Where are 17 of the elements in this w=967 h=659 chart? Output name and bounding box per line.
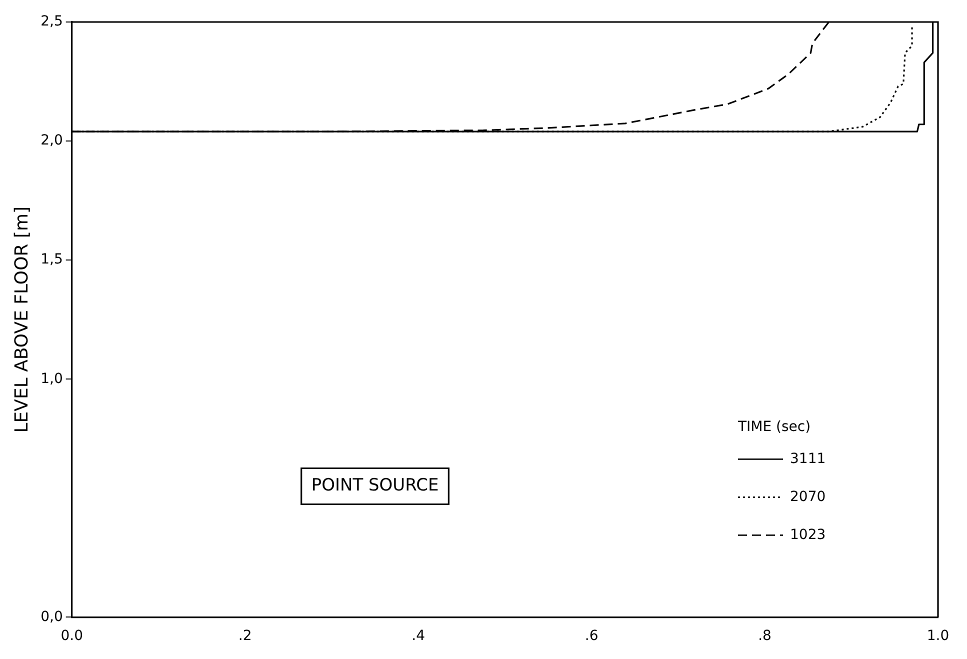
y-tick-label: 0,0	[40, 608, 63, 625]
x-tick-label: 0.0	[60, 628, 83, 644]
annotation: POINT SOURCE	[311, 476, 439, 496]
y-tick-label: 1,0	[40, 370, 63, 387]
legend-label: 1023	[790, 526, 826, 543]
y-tick-label: 2,5	[40, 14, 63, 30]
x-tick-label: .6	[584, 628, 598, 644]
legend-label: 3111	[790, 450, 826, 467]
legend-label: 2070	[790, 488, 826, 505]
y-axis-title: LEVEL ABOVE FLOOR [m]	[11, 206, 32, 433]
y-tick-label: 2,0	[40, 132, 63, 149]
x-tick-label: .2	[238, 628, 252, 644]
x-tick-label: 1.0	[926, 628, 950, 644]
x-tick-label: .8	[758, 628, 772, 644]
legend-title: TIME (sec)	[737, 418, 811, 435]
y-tick-label: 1,5	[40, 252, 63, 268]
x-tick-label: .4	[412, 628, 426, 644]
